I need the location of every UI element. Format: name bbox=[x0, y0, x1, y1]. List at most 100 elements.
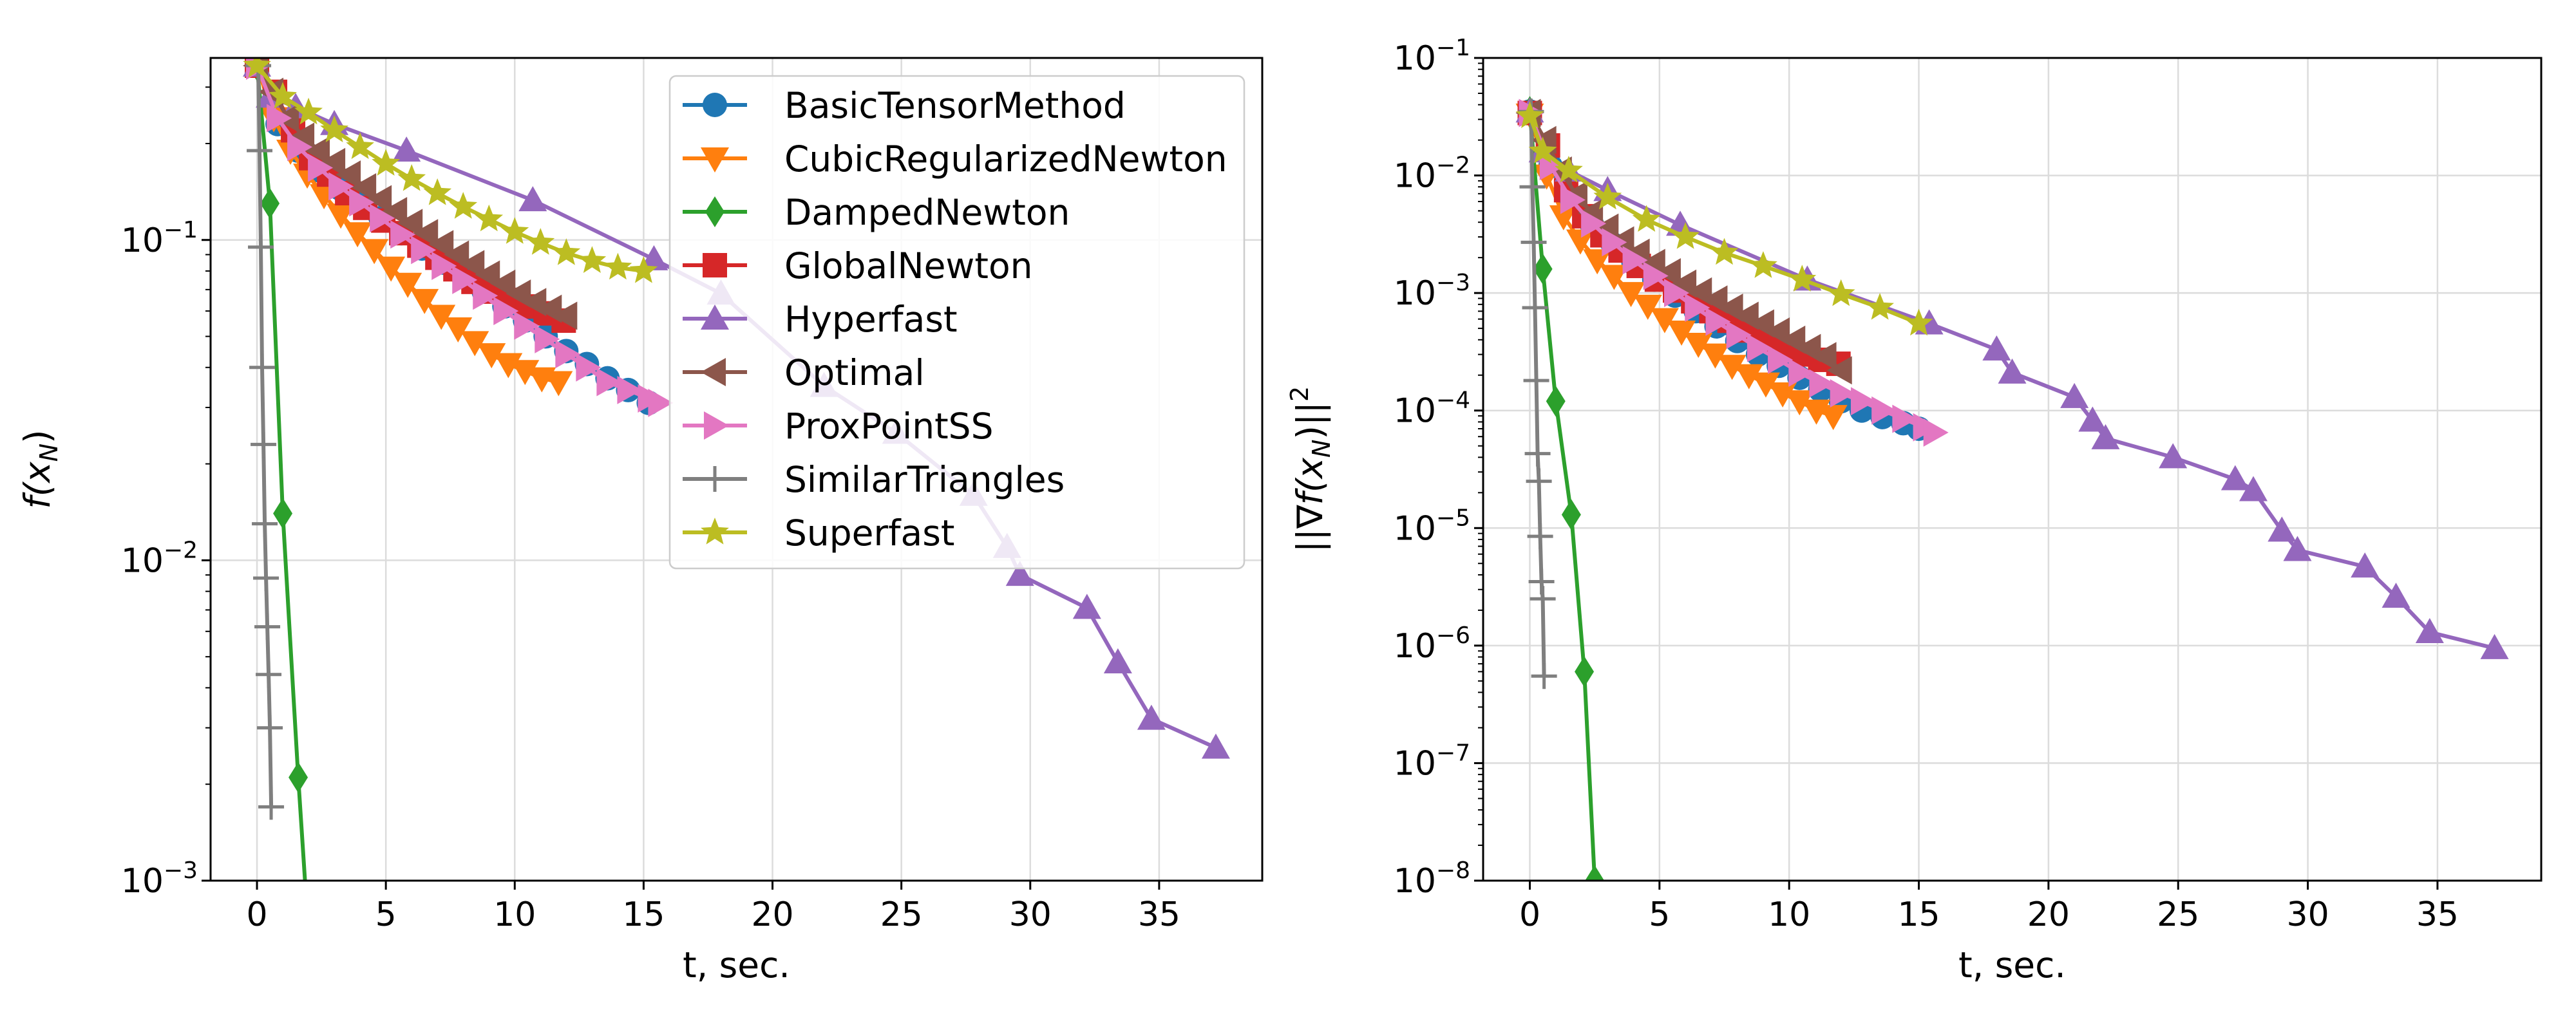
triangle-right-marker bbox=[431, 252, 457, 281]
triangle-down-marker bbox=[1718, 355, 1747, 380]
grid bbox=[1483, 57, 2541, 882]
triangle-up-marker bbox=[2268, 516, 2297, 542]
triangle-right-marker bbox=[1788, 358, 1814, 387]
series-Superfast bbox=[243, 58, 658, 283]
triangle-down-marker bbox=[393, 272, 422, 298]
diamond-marker bbox=[1561, 499, 1581, 530]
triangle-left-marker bbox=[305, 136, 330, 165]
star-marker bbox=[1826, 279, 1855, 306]
triangle-down-marker bbox=[1583, 249, 1612, 275]
y-tick-base: 10 bbox=[1394, 392, 1436, 431]
triangle-right-marker bbox=[1663, 279, 1689, 308]
triangle-up-marker bbox=[639, 245, 668, 270]
triangle-left-marker bbox=[320, 147, 346, 176]
diamond-marker bbox=[1575, 656, 1595, 688]
y-label-close: )|| bbox=[1289, 402, 1331, 440]
star-marker bbox=[423, 178, 452, 205]
star-marker bbox=[397, 164, 426, 191]
triangle-left-marker bbox=[1640, 248, 1665, 277]
triangle-left-marker bbox=[428, 230, 454, 259]
legend-item-Hyperfast: Hyperfast bbox=[683, 299, 958, 340]
x-tick-label: 15 bbox=[622, 895, 665, 934]
y-tick-exponent: −3 bbox=[1436, 270, 1470, 296]
triangle-right-marker bbox=[287, 133, 313, 162]
x-tick-label: 35 bbox=[2416, 895, 2459, 934]
series-ProxPointSS bbox=[1519, 98, 1949, 447]
x-tick-label: 0 bbox=[246, 895, 267, 934]
triangle-up-marker bbox=[2239, 476, 2268, 501]
triangle-right-marker bbox=[1747, 333, 1772, 362]
triangle-right-marker bbox=[1726, 321, 1752, 350]
chart-panel-2: 0 5 10 15 20 25 30 3510−110−210−310−410−510−610… bbox=[1285, 35, 2543, 986]
triangle-right-marker bbox=[704, 411, 729, 440]
triangle-right-marker bbox=[267, 104, 292, 133]
star-marker bbox=[1528, 136, 1557, 164]
triangle-up-marker bbox=[2382, 583, 2410, 608]
triangle-down-marker bbox=[410, 288, 439, 314]
star-marker bbox=[475, 204, 504, 232]
triangle-down-marker bbox=[1566, 229, 1595, 255]
triangle-right-marker bbox=[1850, 387, 1876, 416]
legend-item-Optimal: Optimal bbox=[683, 352, 925, 393]
triangle-right-marker bbox=[535, 324, 560, 353]
triangle-up-marker bbox=[2159, 443, 2188, 469]
triangle-left-marker bbox=[475, 260, 500, 289]
triangle-left-marker bbox=[1826, 356, 1852, 385]
x-axis-label: t, sec. bbox=[683, 944, 790, 986]
triangle-up-marker bbox=[2078, 406, 2107, 432]
star-marker bbox=[1710, 238, 1739, 265]
y-tick-exponent: −7 bbox=[1436, 740, 1470, 766]
y-tick-base: 10 bbox=[1394, 627, 1436, 666]
diamond-marker bbox=[260, 188, 280, 220]
triangle-up-marker bbox=[2480, 633, 2509, 659]
triangle-up-marker bbox=[2091, 424, 2120, 449]
plus-marker bbox=[1530, 586, 1556, 612]
y-tick-base: 10 bbox=[121, 541, 164, 580]
y-tick-exponent: −8 bbox=[1436, 857, 1470, 884]
triangle-right-marker bbox=[452, 265, 478, 294]
y-tick-base: 10 bbox=[1394, 509, 1436, 548]
star-marker bbox=[1632, 205, 1661, 232]
axes-frame bbox=[1482, 57, 2543, 882]
legend-item-GlobalNewton: GlobalNewton bbox=[683, 245, 1032, 286]
triangle-right-marker bbox=[328, 172, 354, 201]
star-marker bbox=[243, 58, 271, 78]
star-marker bbox=[346, 132, 374, 159]
diamond-marker bbox=[1585, 865, 1605, 881]
legend-label: Optimal bbox=[784, 352, 925, 393]
series-ProxPointSS bbox=[246, 58, 674, 417]
star-marker bbox=[320, 115, 348, 142]
triangle-up-marker bbox=[1072, 594, 1101, 619]
y-tick-exponent: −2 bbox=[164, 537, 198, 563]
triangle-up-marker bbox=[2283, 536, 2312, 561]
triangle-up-marker bbox=[1103, 648, 1132, 673]
triangle-right-marker bbox=[411, 236, 437, 265]
triangle-right-marker bbox=[1643, 261, 1669, 290]
triangle-up-marker bbox=[392, 136, 421, 162]
y-tick-label: 10−1 bbox=[121, 217, 198, 260]
diamond-marker bbox=[273, 498, 293, 529]
legend-label: CubicRegularizedNewton bbox=[784, 138, 1227, 180]
triangle-up-marker bbox=[1137, 704, 1166, 730]
triangle-right-marker bbox=[1923, 418, 1949, 447]
y-tick-exponent: −4 bbox=[1436, 388, 1470, 414]
triangle-up-marker bbox=[1005, 561, 1034, 586]
legend-item-DampedNewton: DampedNewton bbox=[683, 192, 1070, 233]
y-tick-base: 10 bbox=[121, 221, 164, 260]
y-tick-label: 10−5 bbox=[1394, 505, 1470, 548]
triangle-down-marker bbox=[1650, 308, 1679, 333]
triangle-down-marker bbox=[477, 343, 506, 369]
y-axis-label: ||∇f(xN)||2 bbox=[1285, 386, 1336, 552]
y-tick-exponent: −5 bbox=[1436, 505, 1470, 531]
triangle-right-marker bbox=[390, 220, 416, 249]
y-tick-exponent: −1 bbox=[164, 217, 198, 243]
star-marker bbox=[552, 238, 581, 265]
x-tick-label: 10 bbox=[493, 895, 536, 934]
triangle-right-marker bbox=[617, 375, 643, 404]
plus-marker bbox=[247, 138, 273, 164]
triangle-down-marker bbox=[1701, 343, 1730, 369]
plus-marker bbox=[1522, 294, 1548, 321]
star-marker bbox=[449, 192, 478, 219]
square-marker bbox=[703, 253, 727, 277]
